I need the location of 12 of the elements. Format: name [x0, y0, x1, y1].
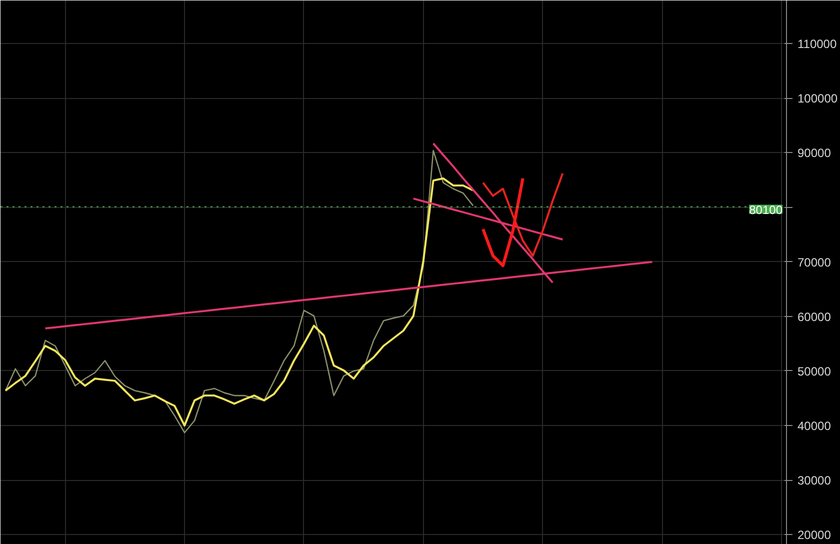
y-tick-label: 100000 — [798, 92, 838, 106]
line-series — [482, 176, 524, 268]
line-series — [482, 172, 564, 257]
ref-line-label: 80100 — [749, 202, 783, 217]
y-tick-label: 20000 — [798, 528, 832, 542]
y-tick-label: 60000 — [798, 310, 832, 324]
y-tick-label: 90000 — [798, 146, 832, 160]
y-tick-label: 70000 — [798, 255, 832, 270]
y-tick-label: 50000 — [798, 364, 832, 378]
y-tick-label: 110000 — [798, 37, 837, 52]
y-tick-label: 40000 — [798, 419, 832, 434]
y-tick-label: 30000 — [798, 474, 832, 488]
